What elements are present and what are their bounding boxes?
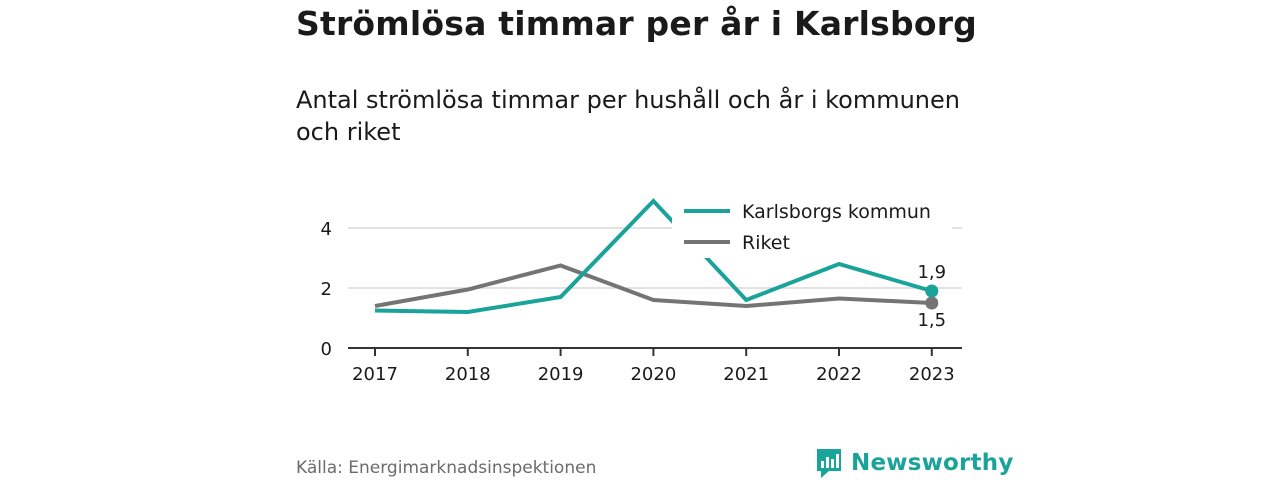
bar-chart-logo-icon — [817, 449, 841, 478]
brand-name: Newsworthy — [851, 450, 1014, 476]
x-tick-label: 2017 — [352, 364, 398, 385]
source-note: Källa: Energimarknadsinspektionen — [296, 458, 597, 478]
y-tick-label: 0 — [321, 339, 332, 360]
series-line-riket — [374, 263, 932, 309]
y-tick-label: 4 — [321, 219, 332, 240]
chart-subtitle: Antal strömlösa timmar per hushåll och å… — [296, 86, 960, 146]
end-labels: 1,9 1,5 — [917, 262, 946, 331]
line-chart: 024 2017 2018 2019 2020 2021 2022 2023 1,91,5 … — [320, 196, 962, 385]
series-lines — [374, 198, 933, 315]
x-tick-label: 2021 — [723, 364, 769, 385]
end-points — [925, 284, 939, 310]
x-tick-label: 2023 — [909, 364, 955, 385]
legend: Karlsborgs kommun Riket — [672, 196, 952, 258]
x-tick-labels: 2017 2018 2019 2020 2021 2022 2023 — [352, 364, 955, 385]
x-tick-label: 2022 — [816, 364, 862, 385]
end-label-karlsborg: 1,9 — [917, 262, 946, 283]
end-label-riket: 1,5 — [917, 310, 946, 331]
legend-background — [672, 196, 952, 258]
chart-title: Strömlösa timmar per år i Karlsborg — [296, 4, 978, 43]
y-tick-labels: 0 2 4 — [321, 219, 332, 360]
end-point-riket — [925, 296, 939, 310]
x-tick-label: 2020 — [630, 364, 676, 385]
x-tick-marks — [374, 348, 933, 356]
x-tick-label: 2019 — [538, 364, 584, 385]
x-tick-label: 2018 — [445, 364, 491, 385]
y-tick-label: 2 — [321, 279, 332, 300]
series-line-karlsborg — [374, 198, 933, 315]
brand-logo: Newsworthy — [815, 447, 1014, 479]
legend-label-riket: Riket — [742, 232, 790, 254]
legend-label-karlsborg: Karlsborgs kommun — [742, 201, 931, 223]
end-point-karlsborg — [925, 284, 939, 298]
